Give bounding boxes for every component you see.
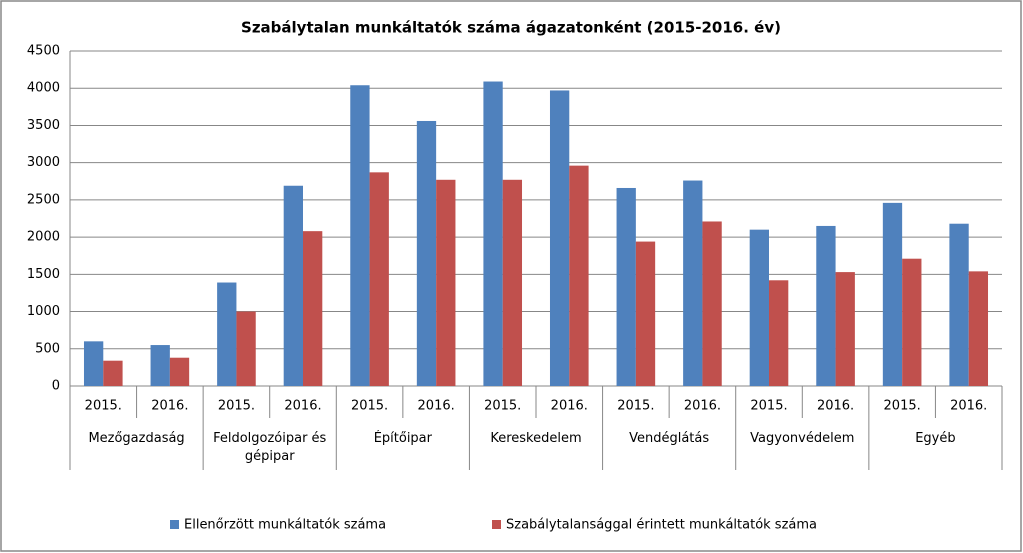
x-tick-label: 2015.	[351, 399, 388, 414]
bar	[816, 225, 836, 386]
bar	[169, 357, 190, 386]
bar	[416, 120, 437, 386]
group-label-box: Építőipar	[373, 431, 432, 446]
x-tick-label: 2016.	[418, 399, 455, 414]
x-tick-label: 2015.	[884, 399, 921, 414]
bar	[769, 280, 789, 386]
group-label-box: Vagyonvédelem	[750, 431, 855, 446]
y-tick-label: 2500	[27, 192, 60, 207]
bar	[83, 341, 104, 386]
x-tick-label: 2015.	[218, 399, 255, 414]
x-tick-label: 2016.	[151, 399, 188, 414]
group-label-box: Mezőgazdaság	[88, 431, 185, 446]
bar	[635, 241, 656, 386]
y-tick-label: 4000	[27, 81, 60, 96]
bar	[483, 81, 503, 387]
bar	[702, 221, 722, 386]
bar	[835, 272, 855, 386]
group-label: Mezőgazdaság	[88, 431, 185, 446]
bar	[103, 360, 123, 386]
group-label-box: Feldolgozóipar és gépipar	[213, 431, 327, 464]
bar	[217, 282, 237, 386]
x-tick-label: 2016.	[684, 399, 721, 414]
bar	[369, 172, 389, 386]
bar	[502, 179, 523, 386]
bar	[616, 187, 636, 386]
group-label: Kereskedelem	[490, 431, 582, 446]
x-tick-label: 2016.	[950, 399, 987, 414]
x-tick-label: 2016.	[817, 399, 854, 414]
bar	[749, 229, 769, 386]
group-label: Vagyonvédelem	[750, 431, 855, 446]
group-label: Építőipar	[373, 431, 432, 446]
group-label-box: Vendéglátás	[629, 431, 710, 446]
group-label: Vendéglátás	[629, 431, 710, 446]
y-tick-label: 3500	[27, 118, 60, 133]
bar	[683, 180, 703, 386]
x-tick-label: 2016.	[284, 399, 321, 414]
bar	[436, 179, 456, 386]
x-tick-label: 2016.	[551, 399, 588, 414]
x-tick-label: 2015.	[484, 399, 521, 414]
y-tick-label: 2000	[27, 230, 60, 245]
bar	[569, 165, 589, 386]
bar	[902, 258, 922, 386]
x-tick-label: 2015.	[617, 399, 654, 414]
group-label: Egyéb	[915, 431, 956, 446]
y-tick-label: 3000	[27, 155, 60, 170]
legend-swatch	[170, 520, 179, 529]
group-label-box: Egyéb	[915, 431, 956, 446]
group-label-box: Kereskedelem	[490, 431, 582, 446]
y-tick-label: 4500	[27, 44, 60, 59]
bar	[236, 311, 256, 386]
y-tick-label: 1500	[27, 267, 60, 282]
group-label: Feldolgozóipar és gépipar	[213, 431, 327, 464]
chart-title: Szabálytalan munkáltatók száma ágazatonk…	[241, 19, 781, 37]
y-tick-label: 500	[35, 341, 60, 356]
bar	[150, 345, 170, 386]
legend-label: Ellenőrzött munkáltatók száma	[184, 518, 386, 533]
legend-label: Szabálytalansággal érintett munkáltatók …	[506, 518, 817, 533]
legend-swatch	[492, 520, 501, 529]
bar	[303, 231, 323, 386]
x-tick-label: 2015.	[85, 399, 122, 414]
bar	[882, 202, 903, 386]
bar	[949, 223, 969, 386]
y-tick-label: 0	[52, 379, 60, 394]
x-tick-label: 2015.	[750, 399, 787, 414]
bar	[283, 185, 303, 386]
bar	[968, 271, 989, 386]
y-tick-label: 1000	[27, 304, 60, 319]
bar	[350, 85, 370, 386]
bar	[549, 90, 570, 386]
